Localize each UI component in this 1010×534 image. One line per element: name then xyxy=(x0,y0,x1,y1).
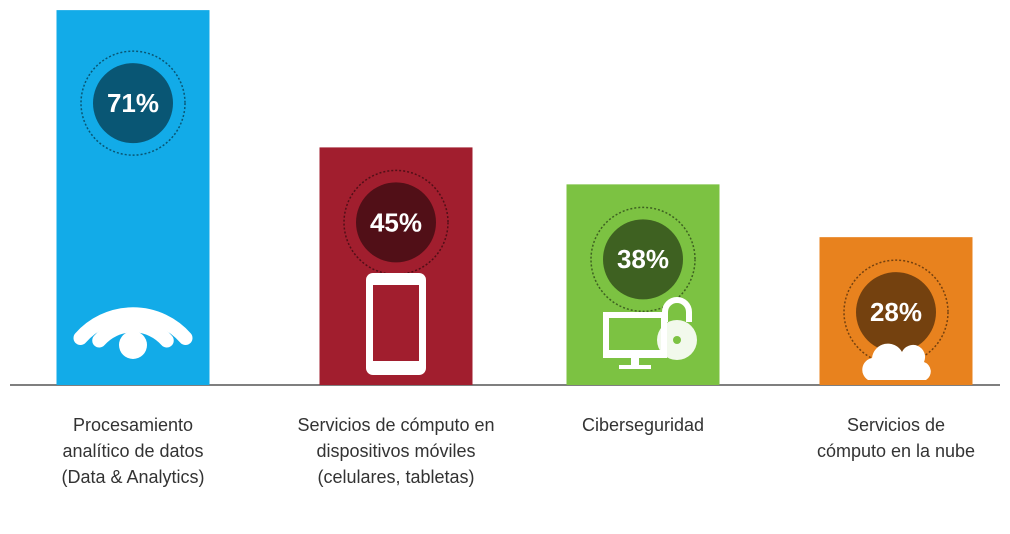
category-label: Ciberseguridad xyxy=(581,415,705,435)
category-label: Servicios de cómputo en dispositivos móv… xyxy=(297,415,495,487)
label-circle xyxy=(603,219,683,300)
label-circle xyxy=(356,182,436,263)
icon xyxy=(603,297,697,369)
icon xyxy=(366,273,426,375)
icon-part xyxy=(662,297,692,322)
label-circle xyxy=(856,272,936,353)
icon-part xyxy=(673,336,681,344)
category-label: Servicios de cómputo en la nube xyxy=(816,415,976,461)
icon-part xyxy=(631,358,639,366)
category-label: Procesamiento analítico de datos (Data &… xyxy=(61,415,205,487)
icon xyxy=(73,307,193,359)
value-label: 38% xyxy=(617,244,669,274)
icon-part xyxy=(119,331,147,359)
label-circle xyxy=(93,63,173,144)
value-label: 45% xyxy=(370,207,422,237)
value-label: 28% xyxy=(870,297,922,327)
icon xyxy=(862,343,931,380)
value-label: 71% xyxy=(107,88,159,118)
category-label-box: Servicios de cómputo en la nube xyxy=(816,415,976,461)
label-ring xyxy=(80,50,186,156)
icon-part xyxy=(862,343,931,380)
icon-part xyxy=(619,365,651,369)
icon-part xyxy=(73,307,193,345)
category-label-box: Procesamiento analítico de datos (Data &… xyxy=(61,415,205,487)
label-ring xyxy=(590,206,696,313)
category-label-box: Servicios de cómputo en dispositivos móv… xyxy=(297,415,495,487)
icon-part xyxy=(609,318,661,350)
icon-part xyxy=(92,318,174,348)
icon-part xyxy=(373,285,419,361)
category-label-box: Ciberseguridad xyxy=(581,415,705,435)
